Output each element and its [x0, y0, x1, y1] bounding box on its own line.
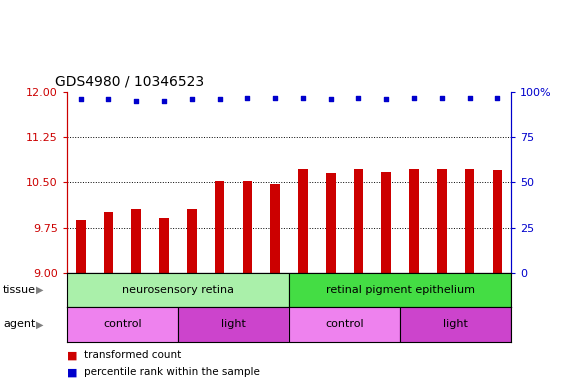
Bar [409, 169, 419, 273]
Point [159, 98, 168, 104]
Point [132, 98, 141, 104]
Bar [289, 273, 511, 307]
Point [187, 96, 196, 103]
Text: transformed count: transformed count [84, 350, 181, 360]
Text: ▶: ▶ [36, 285, 43, 295]
Text: light: light [443, 319, 468, 329]
Bar [159, 218, 169, 273]
Bar [242, 181, 252, 273]
Text: agent: agent [3, 319, 35, 329]
Bar [67, 273, 289, 307]
Bar [103, 212, 113, 273]
Point [298, 94, 307, 101]
Bar [298, 169, 308, 273]
Point [465, 94, 474, 101]
Bar [289, 307, 400, 342]
Bar [131, 209, 141, 273]
Bar [326, 174, 336, 273]
Point [215, 96, 224, 103]
Text: control: control [103, 319, 142, 329]
Bar [178, 307, 289, 342]
Text: ▶: ▶ [36, 319, 43, 329]
Point [493, 94, 502, 101]
Point [354, 94, 363, 101]
Text: ■: ■ [67, 367, 77, 377]
Bar [187, 209, 197, 273]
Text: neurosensory retina: neurosensory retina [122, 285, 234, 295]
Bar [67, 307, 178, 342]
Bar [381, 172, 391, 273]
Text: control: control [325, 319, 364, 329]
Bar [76, 220, 85, 273]
Bar [354, 169, 363, 273]
Point [76, 96, 85, 103]
Bar [465, 169, 475, 273]
Point [243, 94, 252, 101]
Bar [400, 307, 511, 342]
Text: percentile rank within the sample: percentile rank within the sample [84, 367, 260, 377]
Text: light: light [221, 319, 246, 329]
Bar [437, 169, 447, 273]
Text: GDS4980 / 10346523: GDS4980 / 10346523 [55, 74, 205, 88]
Point [271, 94, 280, 101]
Point [437, 94, 446, 101]
Text: ■: ■ [67, 350, 77, 360]
Bar [270, 184, 280, 273]
Point [382, 96, 391, 103]
Point [104, 96, 113, 103]
Text: tissue: tissue [3, 285, 36, 295]
Text: retinal pigment epithelium: retinal pigment epithelium [326, 285, 475, 295]
Point [410, 94, 419, 101]
Point [326, 96, 335, 103]
Bar [215, 181, 224, 273]
Bar [493, 170, 502, 273]
